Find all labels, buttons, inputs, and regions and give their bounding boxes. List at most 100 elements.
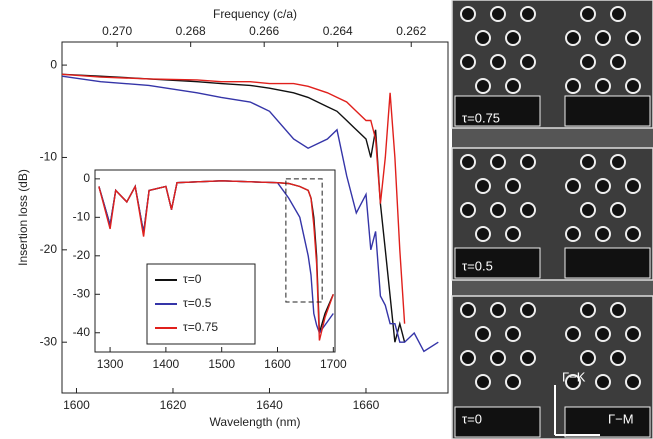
y-tick-label: 0: [83, 171, 90, 185]
legend-label: τ=0.75: [183, 320, 218, 334]
sem-hole: [520, 302, 536, 318]
sem-hole: [580, 6, 596, 22]
sem-hole: [475, 78, 491, 94]
series-line: [61, 75, 439, 353]
sem-hole: [580, 154, 596, 170]
sem-hole: [490, 54, 506, 70]
sem-hole: [625, 178, 641, 194]
sem-hole: [565, 178, 581, 194]
sem-pad: [564, 95, 651, 127]
y-tick-label: -10: [73, 209, 91, 223]
sem-hole: [460, 54, 476, 70]
sem-hole: [625, 226, 641, 242]
x2-tick-label: 0.262: [396, 24, 426, 38]
x-tick-label: 1500: [208, 357, 235, 371]
sem-hole: [580, 302, 596, 318]
x-tick-label: 1640: [256, 398, 283, 412]
x-tick-label: 1700: [320, 357, 347, 371]
sem-hole: [595, 30, 611, 46]
sem-hole: [595, 226, 611, 242]
sem-hole: [490, 302, 506, 318]
sem-hole: [460, 350, 476, 366]
sem-hole: [565, 78, 581, 94]
x2-tick-label: 0.270: [102, 24, 132, 38]
y-axis-label: Insertion loss (dB): [16, 169, 30, 266]
y-tick-label: 0: [50, 57, 57, 71]
sem-pad: [564, 406, 651, 438]
sem-hole: [475, 374, 491, 390]
sem-hole: [505, 374, 521, 390]
sem-hole: [520, 154, 536, 170]
sem-pad: [454, 406, 541, 438]
sem-hole: [595, 78, 611, 94]
sem-images: τ=0.75 τ=0.5 τ=0 Γ−K Γ−M: [451, 0, 653, 439]
x-tick-label: 1600: [63, 398, 90, 412]
sem-hole: [580, 54, 596, 70]
sem-pad: [454, 95, 541, 127]
sem-hole: [490, 6, 506, 22]
series-line: [61, 73, 406, 324]
arrow-label: Γ−K: [562, 369, 586, 384]
sem-hole: [520, 202, 536, 218]
sem-hole: [460, 302, 476, 318]
sem-hole: [505, 30, 521, 46]
y-tick-label: -30: [40, 334, 58, 348]
sem-hole: [505, 226, 521, 242]
sem-hole: [475, 226, 491, 242]
sem-pad: [454, 247, 541, 279]
zoom-box: [285, 178, 323, 303]
y-tick-label: -10: [40, 150, 58, 164]
sem-hole: [520, 6, 536, 22]
sem-hole: [565, 374, 581, 390]
sem-hole: [505, 78, 521, 94]
sem-hole: [490, 154, 506, 170]
x-axis-label: Wavelength (nm): [210, 415, 301, 429]
sem-hole: [505, 178, 521, 194]
sem-hole: [565, 326, 581, 342]
legend-label: τ=0.5: [183, 296, 212, 310]
sem-hole: [625, 374, 641, 390]
sem-hole: [610, 202, 626, 218]
x2-tick-label: 0.264: [323, 24, 353, 38]
sem-hole: [475, 30, 491, 46]
y-tick-label: -20: [40, 242, 58, 256]
series-line: [61, 73, 406, 343]
sem-hole: [610, 54, 626, 70]
sem-hole: [595, 326, 611, 342]
sem-hole: [520, 350, 536, 366]
x-tick-label: 1660: [353, 398, 380, 412]
x2-tick-label: 0.266: [249, 24, 279, 38]
sem-hole: [595, 178, 611, 194]
panel-label: τ=0: [462, 411, 482, 426]
sem-hole: [625, 30, 641, 46]
sem-pad: [564, 247, 651, 279]
sem-hole: [565, 30, 581, 46]
x-tick-label: 1600: [264, 357, 291, 371]
sem-hole: [610, 6, 626, 22]
sem-hole: [625, 78, 641, 94]
sem-hole: [565, 226, 581, 242]
sem-hole: [520, 54, 536, 70]
sem-hole: [595, 374, 611, 390]
sem-hole: [610, 302, 626, 318]
sem-hole: [610, 154, 626, 170]
x-tick-label: 1400: [153, 357, 180, 371]
series-line: [98, 180, 334, 341]
panel-label: τ=0.5: [462, 258, 493, 273]
x2-axis-label: Frequency (c/a): [213, 7, 297, 21]
sem-hole: [460, 6, 476, 22]
y-tick-label: -30: [73, 286, 91, 300]
sem-hole: [475, 178, 491, 194]
arrow-label: Γ−M: [608, 411, 634, 426]
sem-hole: [625, 326, 641, 342]
panel-label: τ=0.75: [462, 110, 500, 125]
x-tick-label: 1620: [160, 398, 187, 412]
sem-hole: [460, 154, 476, 170]
y-tick-label: -40: [73, 325, 91, 339]
sem-hole: [610, 350, 626, 366]
sem-hole: [580, 350, 596, 366]
sem-hole: [460, 202, 476, 218]
sem-hole: [505, 326, 521, 342]
legend-label: τ=0: [183, 272, 202, 286]
